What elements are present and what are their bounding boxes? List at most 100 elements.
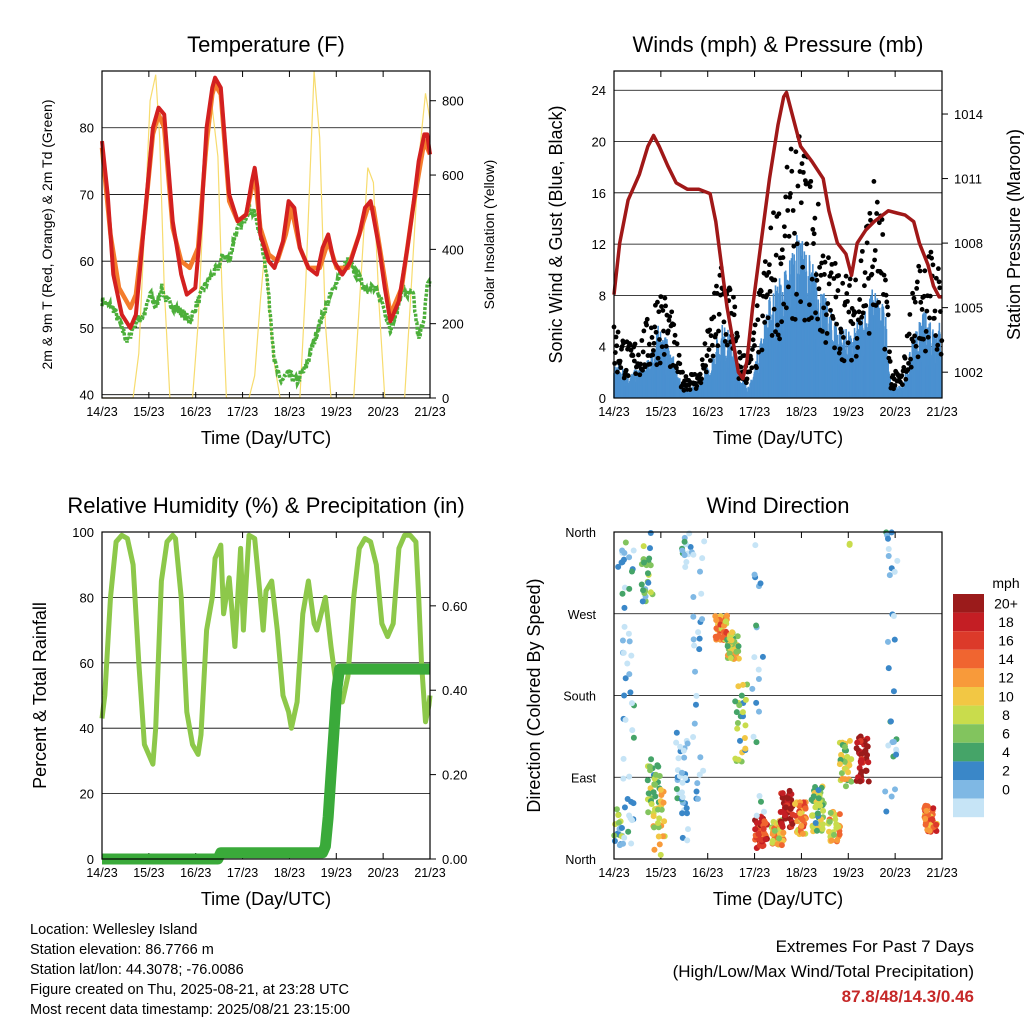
dir-point bbox=[685, 826, 692, 833]
temp-xtick-label: 18/23 bbox=[274, 405, 305, 419]
dir-point bbox=[838, 770, 845, 777]
wind-gust-point bbox=[665, 328, 671, 334]
dir-point bbox=[848, 778, 855, 785]
dir-legend-swatch bbox=[953, 761, 984, 780]
dir-point bbox=[756, 793, 763, 800]
dir-point bbox=[726, 650, 733, 657]
wind-gust-point bbox=[782, 233, 788, 239]
dir-point bbox=[890, 688, 897, 695]
wind-gust-point bbox=[765, 315, 771, 321]
recent-data-text: Most recent data timestamp: 2025/08/21 2… bbox=[30, 1002, 351, 1018]
wind-gust-point bbox=[775, 332, 781, 338]
wind-gust-point bbox=[716, 328, 721, 334]
dir-legend-label: 0 bbox=[1002, 781, 1010, 797]
dir-point bbox=[630, 734, 637, 741]
wind-gust-point bbox=[706, 347, 712, 353]
wind-gust-point bbox=[927, 293, 933, 299]
dir-legend-swatch bbox=[953, 780, 984, 799]
dir-point bbox=[679, 810, 686, 817]
wind-gust-point bbox=[637, 372, 643, 378]
dir-point bbox=[857, 733, 864, 740]
dir-legend-swatch bbox=[953, 742, 984, 762]
wind-gust-point bbox=[788, 191, 793, 196]
dir-point bbox=[741, 735, 748, 742]
wind-gust-point bbox=[864, 240, 870, 246]
dir-title: Wind Direction bbox=[706, 493, 849, 518]
dir-point bbox=[739, 713, 746, 720]
wind-gust-point bbox=[758, 288, 764, 294]
dir-ytick-label: East bbox=[571, 771, 597, 785]
wind-gust-point bbox=[906, 331, 912, 337]
wind-gust-point bbox=[845, 340, 851, 346]
dir-legend-label: 14 bbox=[998, 651, 1014, 667]
dir-point bbox=[687, 544, 694, 551]
dir-point bbox=[679, 779, 686, 786]
wind-ylabel: Sonic Wind & Gust (Blue, Black) bbox=[546, 105, 566, 363]
wind-gust-point bbox=[655, 299, 660, 305]
dir-point bbox=[809, 812, 816, 819]
dir-point bbox=[677, 743, 684, 750]
temp-border bbox=[101, 70, 431, 399]
dir-point bbox=[679, 547, 686, 554]
dir-point bbox=[697, 754, 704, 761]
dir-point bbox=[701, 538, 708, 545]
wind-gust-point bbox=[872, 248, 878, 253]
dir-point bbox=[619, 637, 626, 644]
rh-border bbox=[101, 531, 431, 860]
wind-gust-point bbox=[885, 312, 891, 318]
temp-dewpoint-line bbox=[100, 203, 432, 390]
dir-point bbox=[836, 761, 843, 768]
wind-gust-point bbox=[835, 288, 841, 293]
wind-gust-point bbox=[872, 257, 877, 263]
dir-xlabel: Time (Day/UTC) bbox=[713, 889, 843, 909]
wind-gust-point bbox=[615, 329, 621, 335]
wind-gust-point bbox=[698, 380, 704, 386]
wind-xtick-label: 17/23 bbox=[739, 405, 770, 419]
rh-ytick-label: 0 bbox=[87, 852, 94, 867]
wind-gust-point bbox=[787, 194, 793, 200]
wind-gust-point bbox=[850, 321, 856, 327]
wind-gust-point bbox=[743, 380, 749, 386]
dir-point bbox=[692, 701, 699, 708]
wind-gust-point bbox=[640, 367, 645, 373]
wind-gust-point bbox=[807, 184, 813, 190]
dir-point bbox=[848, 756, 855, 763]
wind-gust-point bbox=[846, 309, 852, 315]
dir-point bbox=[779, 821, 786, 828]
dir-point bbox=[884, 638, 891, 645]
dir-point bbox=[692, 668, 699, 675]
dir-point bbox=[732, 698, 739, 705]
dir-point bbox=[690, 593, 697, 600]
wind-title: Winds (mph) & Pressure (mb) bbox=[633, 32, 924, 57]
dir-point bbox=[693, 788, 700, 795]
dir-point bbox=[628, 568, 635, 575]
dir-point bbox=[755, 675, 762, 682]
wind-gust-point bbox=[639, 338, 645, 343]
dir-point bbox=[655, 833, 662, 840]
dir-point bbox=[673, 739, 680, 746]
rh-xtick-label: 14/23 bbox=[86, 866, 117, 880]
wind-gust-point bbox=[732, 304, 738, 310]
wind-y2tick-label: 1005 bbox=[954, 301, 983, 316]
wind-gust-series bbox=[611, 134, 945, 393]
wind-y2tick-label: 1002 bbox=[954, 365, 983, 380]
dir-point bbox=[779, 790, 786, 797]
dir-point bbox=[885, 742, 892, 749]
wind-gust-point bbox=[702, 341, 708, 347]
dir-point bbox=[651, 846, 658, 853]
dir-point bbox=[888, 793, 895, 800]
wind-gust-point bbox=[751, 330, 757, 336]
dir-point bbox=[627, 815, 634, 822]
temp-y2tick-label: 400 bbox=[442, 242, 464, 257]
wind-gust-point bbox=[794, 241, 800, 247]
dir-point bbox=[769, 839, 776, 846]
elevation-text: Station elevation: 86.7766 m bbox=[30, 942, 214, 958]
dir-point bbox=[645, 790, 652, 797]
dir-point bbox=[652, 781, 659, 788]
wind-gust-point bbox=[790, 208, 796, 213]
dir-legend-swatch bbox=[953, 705, 984, 725]
dir-point bbox=[619, 590, 626, 597]
wind-gust-point bbox=[910, 339, 916, 344]
wind-gust-point bbox=[651, 340, 657, 346]
